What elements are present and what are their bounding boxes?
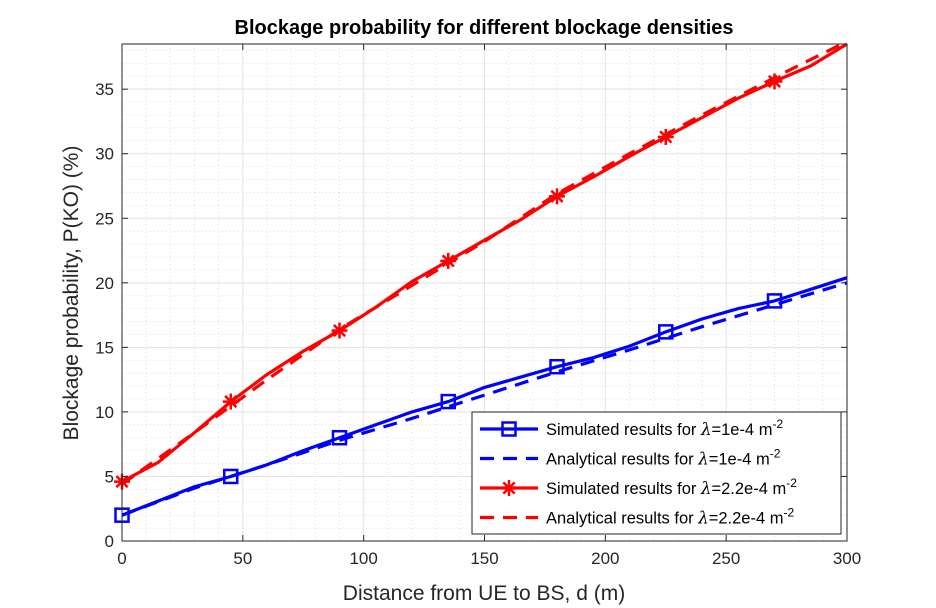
data-point-marker	[549, 358, 565, 375]
x-tick-label: 100	[349, 549, 377, 568]
legend-label: Analytical results for λ=1e-4 m-2	[546, 447, 781, 469]
x-tick-label: 0	[117, 549, 126, 568]
y-tick-label: 10	[95, 403, 114, 422]
data-point-marker	[658, 324, 674, 340]
y-tick-label: 20	[95, 274, 114, 293]
series-layer	[114, 39, 848, 523]
legend-marker	[501, 421, 517, 437]
legend-label: Analytical results for λ=2.2e-4 m-2	[546, 506, 794, 528]
data-point-marker	[766, 293, 783, 309]
x-tick-label: 150	[470, 549, 498, 568]
y-tick-label: 0	[105, 532, 114, 551]
x-tick-label: 50	[233, 549, 252, 568]
data-point-marker	[549, 188, 565, 205]
y-tick-label: 30	[95, 145, 114, 164]
series-line	[121, 39, 848, 486]
chart-title: Blockage probability for different block…	[235, 17, 734, 39]
legend-label: Simulated results for λ=2.2e-4 m-2	[546, 476, 797, 498]
legend-entry: Simulated results for λ=1e-4 m-2	[480, 417, 783, 439]
y-tick-label: 25	[95, 209, 114, 228]
y-tick-label: 35	[95, 80, 114, 99]
x-tick-label: 250	[712, 549, 740, 568]
tick-labels: 0 50 100 150 200 250 300 0 5 10 15 20 25 30 35	[95, 80, 861, 568]
legend-label: Simulated results for λ=1e-4 m-2	[546, 417, 783, 439]
y-axis-label: Blockage probability, P(KO) (%)	[60, 146, 83, 441]
legend-entry: Analytical results for λ=1e-4 m-2	[480, 447, 781, 469]
data-point-marker	[223, 468, 239, 485]
legend-marker	[501, 480, 517, 496]
series-2	[121, 281, 848, 517]
data-point-marker	[440, 393, 456, 410]
x-tick-label: 200	[591, 549, 619, 568]
legend-entry: Simulated results for λ=2.2e-4 m-2	[480, 476, 797, 498]
series-line	[121, 281, 848, 517]
y-tick-label: 5	[105, 467, 114, 486]
axes	[121, 43, 848, 542]
legend: Simulated results for λ=1e-4 m-2 Analytic…	[471, 411, 842, 535]
y-tick-label: 15	[95, 338, 114, 357]
legend-entry: Analytical results for λ=2.2e-4 m-2	[480, 506, 794, 528]
x-axis-label: Distance from UE to BS, d (m)	[343, 582, 625, 605]
legend-box	[471, 411, 842, 535]
series-4	[121, 39, 848, 486]
x-tick-label: 300	[833, 549, 861, 568]
